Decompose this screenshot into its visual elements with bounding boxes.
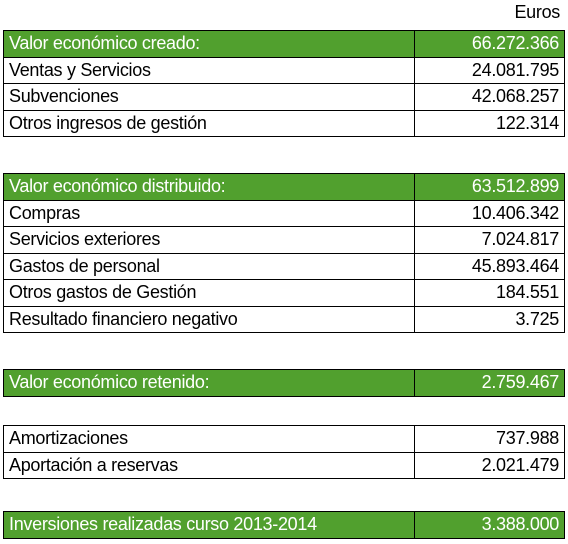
header-value: 3.388.000 — [414, 511, 565, 539]
table-block: Valor económico creado: 66.272.366 Ventas … — [3, 30, 565, 137]
table-block: Valor económico retenido: 2.759.467 — [3, 369, 565, 397]
row-value: 10.406.342 — [414, 199, 565, 227]
row-label: Otros gastos de Gestión — [3, 279, 415, 307]
row: Subvenciones 42.068.257 — [3, 83, 565, 111]
row-value: 42.068.257 — [414, 83, 565, 111]
header-row: Valor económico retenido: 2.759.467 — [3, 369, 565, 397]
row-label: Ventas y Servicios — [3, 56, 415, 84]
header-label: Valor económico retenido: — [3, 369, 415, 397]
row-value: 2.021.479 — [414, 451, 565, 479]
row-value: 184.551 — [414, 279, 565, 307]
row-value: 24.081.795 — [414, 56, 565, 84]
header-label: Valor económico creado: — [3, 30, 415, 58]
row-value: 3.725 — [414, 305, 565, 333]
row: Servicios exteriores 7.024.817 — [3, 226, 565, 254]
header-row: Valor económico distribuido: 63.512.899 — [3, 173, 565, 201]
header-row: Valor económico creado: 66.272.366 — [3, 30, 565, 58]
unit-label: Euros — [514, 2, 560, 22]
row: Aportación a reservas 2.021.479 — [3, 451, 565, 479]
row-label: Compras — [3, 199, 415, 227]
row: Otros gastos de Gestión 184.551 — [3, 279, 565, 307]
row-value: 737.988 — [414, 425, 565, 453]
header-label: Valor económico distribuido: — [3, 173, 415, 201]
header-label: Inversiones realizadas curso 2013-2014 — [3, 511, 415, 539]
row-value: 7.024.817 — [414, 226, 565, 254]
row-label: Aportación a reservas — [3, 451, 415, 479]
header-value: 66.272.366 — [414, 30, 565, 58]
row: Compras 10.406.342 — [3, 199, 565, 227]
header-value: 63.512.899 — [414, 173, 565, 201]
row-label: Otros ingresos de gestión — [3, 109, 415, 137]
row-label: Servicios exteriores — [3, 226, 415, 254]
table-block: Valor económico distribuido: 63.512.899 Co… — [3, 173, 565, 333]
row: Otros ingresos de gestión 122.314 — [3, 109, 565, 137]
row: Gastos de personal 45.893.464 — [3, 252, 565, 280]
row-label: Gastos de personal — [3, 252, 415, 280]
table-block: Inversiones realizadas curso 2013-2014 3.… — [3, 511, 565, 539]
row: Resultado financiero negativo 3.725 — [3, 305, 565, 333]
row: Amortizaciones 737.988 — [3, 425, 565, 453]
header-value: 2.759.467 — [414, 369, 565, 397]
row-value: 45.893.464 — [414, 252, 565, 280]
row-value: 122.314 — [414, 109, 565, 137]
header-row: Inversiones realizadas curso 2013-2014 3.… — [3, 511, 565, 539]
row: Ventas y Servicios 24.081.795 — [3, 56, 565, 84]
row-label: Subvenciones — [3, 83, 415, 111]
row-label: Resultado financiero negativo — [3, 305, 415, 333]
row-label: Amortizaciones — [3, 425, 415, 453]
table-block: Amortizaciones 737.988 Aportación a reserv… — [3, 425, 565, 479]
